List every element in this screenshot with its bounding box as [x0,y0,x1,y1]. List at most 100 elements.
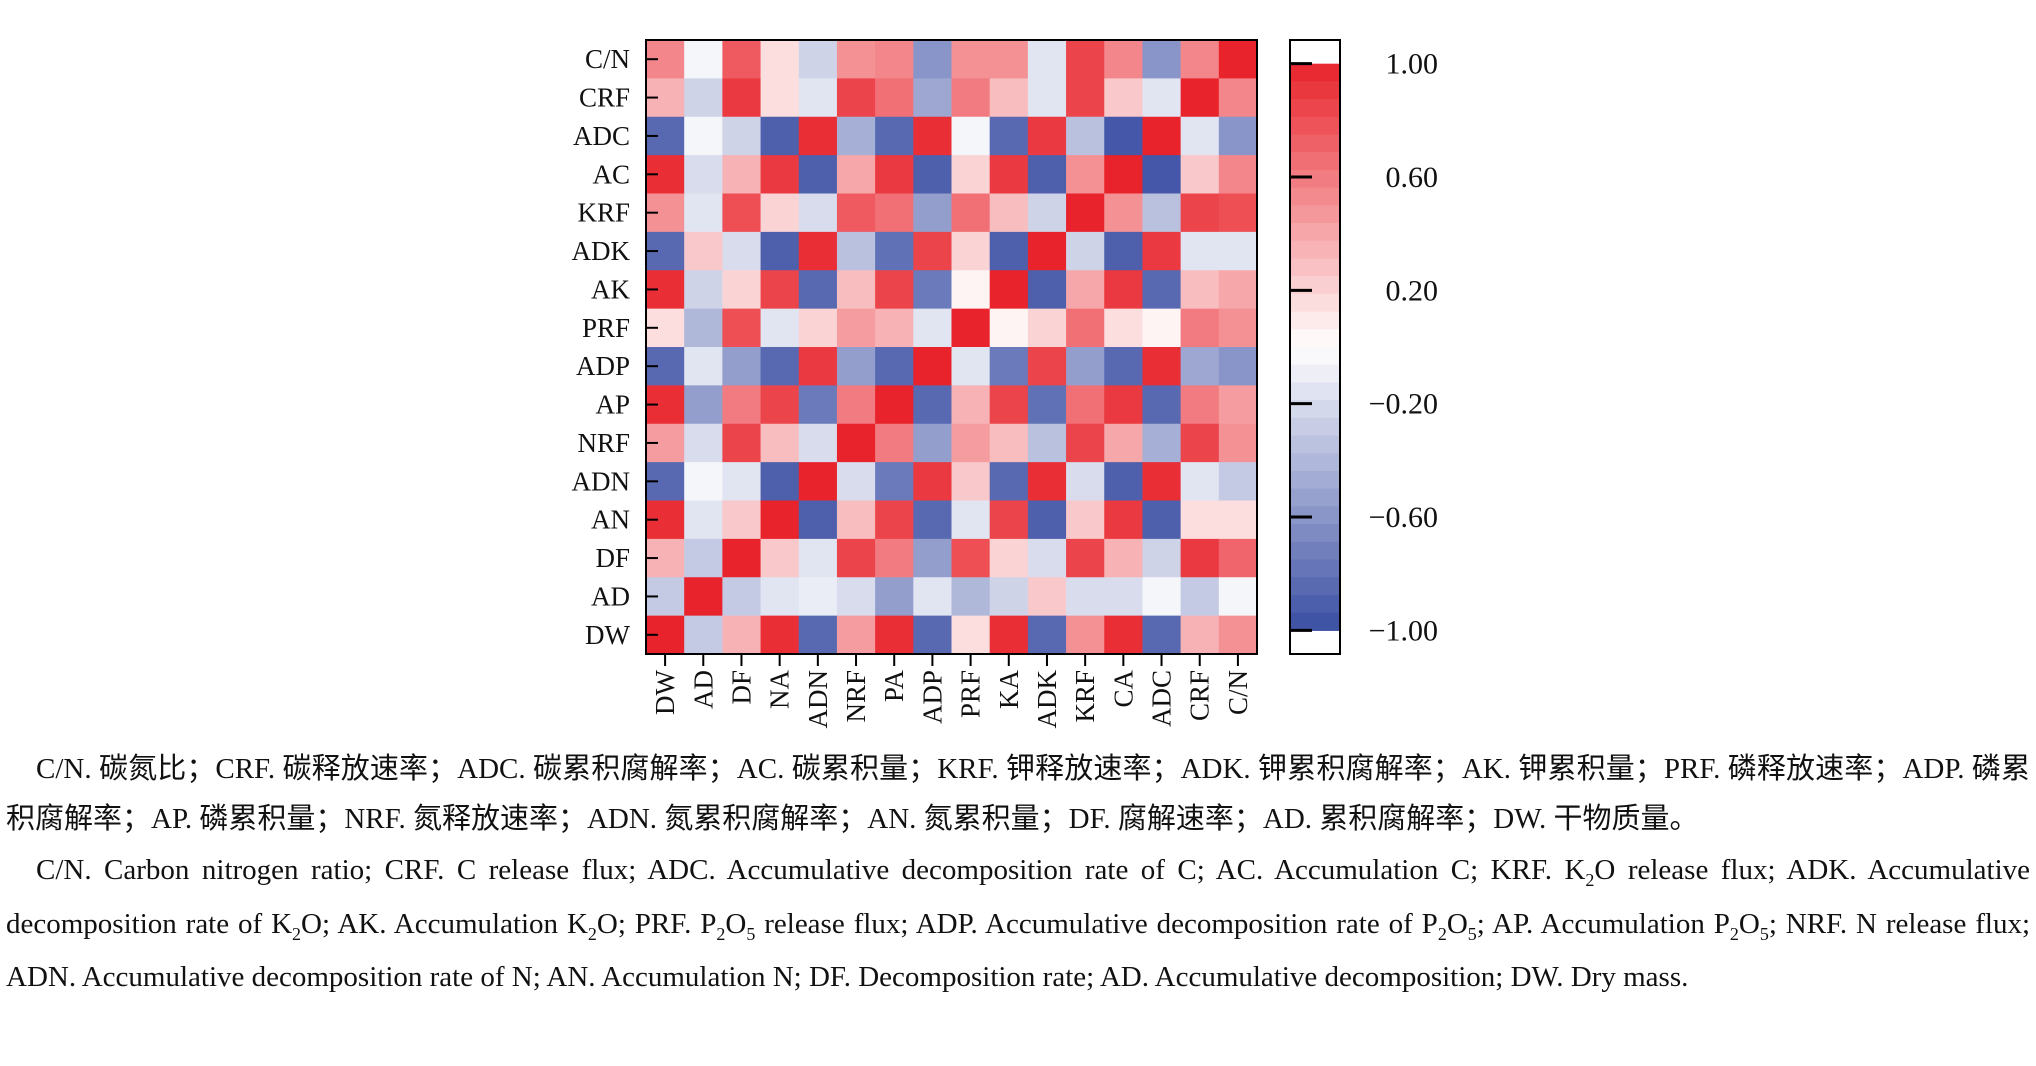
x-tick-label: PRF [956,670,986,718]
heatmap-cell [913,615,953,655]
caption-subscript: 2 [1437,923,1447,944]
heatmap-cell [684,577,723,617]
heatmap-cell [913,347,953,386]
heatmap-cell [1104,78,1144,118]
heatmap-cell [1142,78,1182,118]
heatmap-cell [1104,462,1144,502]
heatmap-cell [722,462,762,502]
heatmap-cell [1027,500,1067,540]
heatmap-cell [989,500,1029,540]
caption-subscript: 2 [587,923,597,944]
y-tick-label: DW [585,620,630,650]
heatmap-cell [1180,577,1220,617]
heatmap-cell [1218,78,1258,118]
heatmap-cell [951,78,991,118]
heatmap-cell [684,423,723,463]
heatmap-cell [989,155,1029,195]
heatmap-cell [760,462,800,502]
heatmap-cell [798,193,838,233]
heatmap-cell [684,385,723,425]
heatmap-cell [1142,193,1182,233]
heatmap-cell [1104,615,1144,655]
heatmap-cell [989,615,1029,655]
heatmap-cell [1027,40,1067,79]
colorbar-segment [1290,524,1340,543]
colorbar-segment [1290,134,1340,153]
heatmap-cell [1142,500,1182,540]
heatmap-cell [1180,116,1220,156]
heatmap-cell [760,231,800,271]
heatmap-cell [722,385,762,425]
heatmap-cell [760,193,800,233]
heatmap-cell [1027,231,1067,271]
heatmap-cell [760,615,800,655]
heatmap-cell [989,78,1029,118]
heatmap-cell [913,78,953,118]
heatmap-cell [798,615,838,655]
heatmap-cell [760,500,800,540]
heatmap-cell [684,500,723,540]
correlation-heatmap-chart: C/NCRFADCACKRFADKAKPRFADPAPNRFADNANDFADD… [572,39,1439,729]
figure-captions: C/N. 碳氮比；CRF. 碳释放速率；ADC. 碳累积腐解率；AC. 碳累积量… [6,744,2030,1005]
heatmap-cell [875,270,914,310]
heatmap-cell [1218,577,1258,617]
heatmap-cell [1142,462,1182,502]
y-tick-label: KRF [577,198,630,228]
heatmap-cell [1104,40,1144,79]
heatmap-cell [951,385,991,425]
heatmap-cell [875,231,914,271]
heatmap-cell [1218,385,1258,425]
heatmap-cell [1104,577,1144,617]
colorbar-segment [1290,63,1340,82]
heatmap-cell [989,308,1029,348]
heatmap-cell [798,500,838,540]
heatmap-cell [1180,615,1220,655]
x-tick-label: DF [726,670,756,705]
heatmap-cell [836,347,876,386]
heatmap-cell [1142,308,1182,348]
heatmap-cell [798,78,838,118]
heatmap-cell [836,308,876,348]
heatmap-cell [875,155,914,195]
heatmap-cell [951,308,991,348]
heatmap-cell [1142,270,1182,310]
heatmap-cell [1218,231,1258,271]
heatmap-cell [1027,538,1067,578]
heatmap-cell [1066,78,1105,118]
heatmap-cell [913,385,953,425]
heatmap-cell [798,538,838,578]
caption-subscript: 5 [1467,923,1477,944]
heatmap-cell [1142,40,1182,79]
heatmap-cell [1066,116,1105,156]
heatmap-cell [1142,615,1182,655]
colorbar-tick-label: 1.00 [1386,48,1439,81]
heatmap-cell [1218,193,1258,233]
caption-subscript: 2 [1729,923,1739,944]
heatmap-cell [760,423,800,463]
heatmap-cell [1142,385,1182,425]
heatmap-cell [836,78,876,118]
heatmap-cell [684,538,723,578]
heatmap-cell [1180,462,1220,502]
heatmap-cell [722,423,762,463]
heatmap-cell [989,270,1029,310]
x-tick-label: ADK [1032,670,1062,729]
colorbar-segment [1290,293,1340,313]
heatmap-cell [875,347,914,386]
colorbar-segment [1290,541,1340,561]
heatmap-cell [1180,538,1220,578]
heatmap-cell [951,155,991,195]
x-tick-label: DW [650,669,680,714]
heatmap-cell [989,385,1029,425]
heatmap-cell [1104,193,1144,233]
x-tick-label: NA [765,670,795,709]
heatmap-cell [951,615,991,655]
heatmap-cell [951,500,991,540]
heatmap-cell [1142,231,1182,271]
heatmap-cell [798,231,838,271]
heatmap-cell [989,538,1029,578]
heatmap-cell [875,116,914,156]
heatmap-cell [989,423,1029,463]
heatmap-cell [836,615,876,655]
heatmap-cell [1218,615,1258,655]
